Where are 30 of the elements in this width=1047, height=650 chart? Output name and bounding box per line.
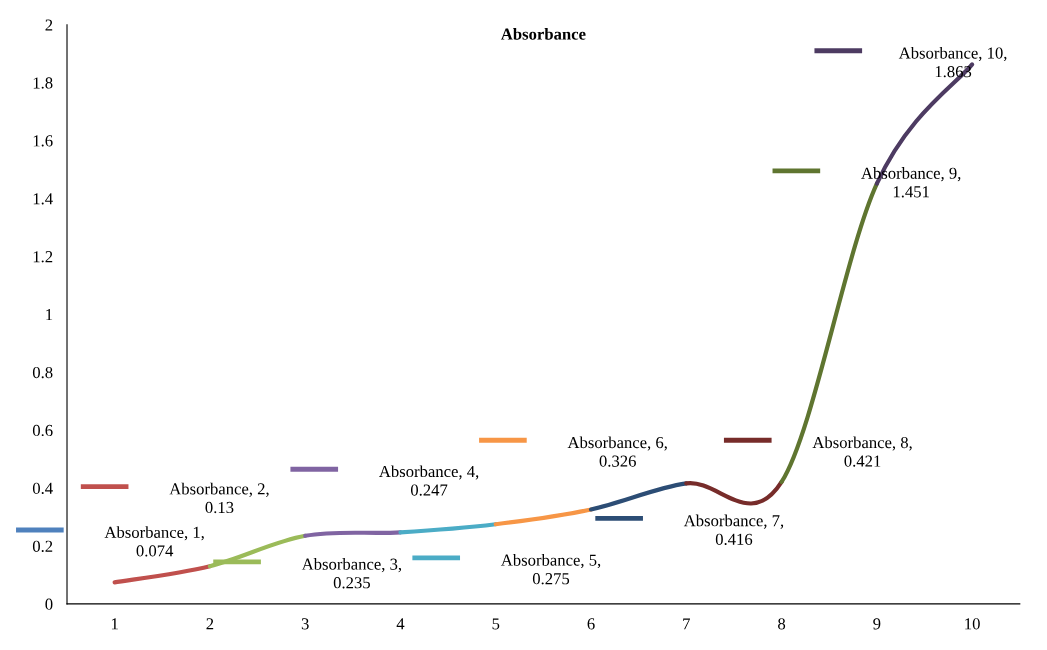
- data-label: Absorbance, 3, 0.235: [301, 558, 402, 589]
- x-tick-label: 8: [778, 618, 786, 630]
- chart-title: Absorbance: [500, 27, 586, 40]
- y-tick-label: 0.8: [32, 366, 53, 379]
- x-tick-label: 7: [683, 618, 690, 630]
- y-tick-label: 0: [45, 598, 53, 610]
- y-tick-label: 1.8: [33, 77, 53, 89]
- x-tick-label: 9: [873, 618, 881, 630]
- y-tick-label: 1.6: [33, 135, 53, 147]
- data-label: Absorbance, 8, 0.421: [812, 436, 912, 467]
- x-tick-label: 3: [301, 618, 309, 630]
- x-tick-label: 2: [206, 618, 214, 630]
- data-label: Absorbance, 1, 0.074: [104, 526, 204, 557]
- x-tick-label: 6: [587, 618, 595, 630]
- data-label: Absorbance, 2, 0.13: [169, 482, 269, 514]
- y-tick-label: 1: [46, 309, 53, 321]
- x-tick-label: 1: [111, 618, 118, 630]
- y-tick-label: 0.2: [32, 540, 53, 552]
- y-tick-label: 1.4: [33, 193, 53, 205]
- y-tick-label: 2: [45, 19, 53, 31]
- x-tick-label: 5: [492, 618, 500, 630]
- data-label: Absorbance, 5, 0.275: [500, 553, 601, 585]
- data-label: Absorbance, 7, 0.416: [683, 514, 784, 545]
- data-label: Absorbance, 4, 0.247: [379, 465, 479, 496]
- x-tick-label: 4: [396, 618, 405, 630]
- y-tick-label: 0.6: [32, 424, 53, 437]
- x-tick-label: 10: [965, 618, 980, 630]
- data-label: Absorbance, 6, 0.326: [567, 436, 667, 467]
- y-tick-label: 0.4: [32, 482, 53, 495]
- y-tick-label: 1.2: [33, 251, 53, 263]
